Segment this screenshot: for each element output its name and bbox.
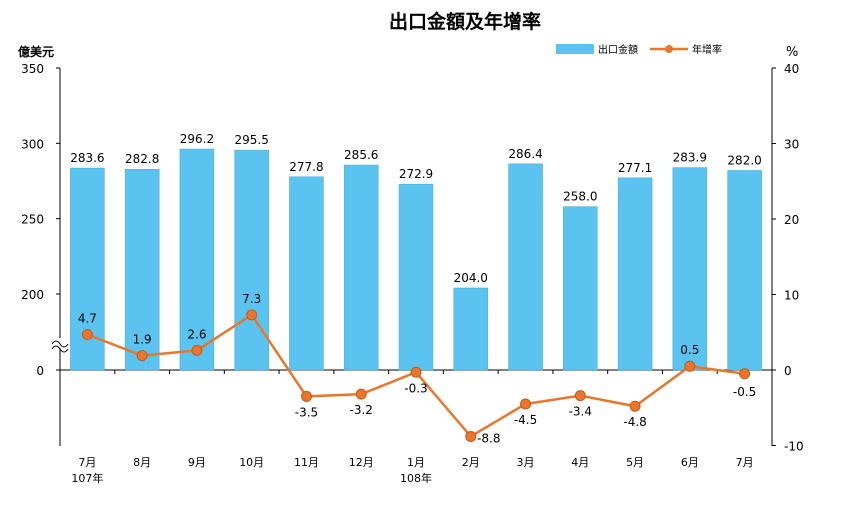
line-point xyxy=(246,309,258,321)
left-tick-label: 250 xyxy=(21,213,44,227)
left-tick-label: 300 xyxy=(21,137,44,151)
x-tick-label: 5月 xyxy=(626,456,644,469)
line-point xyxy=(520,398,532,410)
bar-value-label: 277.1 xyxy=(618,161,652,175)
line-value-label: 4.7 xyxy=(78,312,97,326)
bar xyxy=(289,176,324,371)
x-tick-label: 1月 xyxy=(407,456,425,469)
bar-value-labels: 283.6 282.8 296.2 295.5 277.8 285.6 272.9 204.0… xyxy=(70,132,762,285)
right-tick-label: 30 xyxy=(784,138,799,152)
bar-value-label: 277.8 xyxy=(289,160,323,174)
bar-value-label: 204.0 xyxy=(454,271,488,285)
line-value-label: 1.9 xyxy=(133,333,152,347)
bar xyxy=(234,149,269,371)
x-tick-label: 2月 xyxy=(462,456,480,469)
x-tick-label: 4月 xyxy=(571,456,589,469)
bar-series xyxy=(70,148,762,371)
right-tick-label: 10 xyxy=(784,289,799,303)
x-tick-label: 6月 xyxy=(681,456,699,469)
bar-value-label: 258.0 xyxy=(563,190,597,204)
line-point xyxy=(629,400,641,412)
legend-line-marker xyxy=(665,45,673,53)
legend-bar-label: 出口金額 xyxy=(598,43,638,56)
left-tick-label: 200 xyxy=(21,288,44,302)
bar xyxy=(508,163,543,371)
bar xyxy=(672,167,708,371)
line-point xyxy=(465,430,477,442)
line-point xyxy=(684,360,696,372)
x-tick-label: 11月 xyxy=(294,456,319,469)
x-tick-label: 9月 xyxy=(188,456,206,469)
line-value-label: -4.5 xyxy=(514,413,537,427)
right-tick-label: 40 xyxy=(784,62,799,76)
bar xyxy=(70,167,105,371)
bar xyxy=(727,170,762,371)
bar xyxy=(179,148,215,371)
bar xyxy=(398,183,434,371)
line-value-label: 0.5 xyxy=(680,343,699,357)
x-year-label: 107年 xyxy=(71,471,103,485)
x-tick-label: 12月 xyxy=(349,456,374,469)
x-tick-label: 10月 xyxy=(239,456,264,469)
bar-value-label: 282.0 xyxy=(727,153,761,167)
bar-value-label: 282.8 xyxy=(125,152,159,166)
legend: 出口金額 年增率 xyxy=(556,43,722,56)
x-tick-label: 7月 xyxy=(736,456,754,469)
line-point xyxy=(355,388,367,400)
line-value-label: -0.5 xyxy=(733,385,756,399)
axes: 350 300 250 200 0 40 30 20 10 0 -10 xyxy=(21,62,804,454)
x-tick-label: 8月 xyxy=(133,456,151,469)
legend-bar-swatch xyxy=(556,44,594,54)
line-value-label: -3.5 xyxy=(295,405,318,419)
line-value-label: -3.4 xyxy=(569,405,592,419)
line-point xyxy=(410,366,422,378)
line-value-label: -8.8 xyxy=(477,431,500,445)
bar-value-label: 283.9 xyxy=(673,151,707,165)
line-value-label: -4.8 xyxy=(623,415,646,429)
x-tick-label: 7月 xyxy=(78,456,96,469)
line-point xyxy=(574,390,586,402)
left-tick-label: 350 xyxy=(21,62,44,76)
bar xyxy=(124,168,160,371)
bar-value-label: 272.9 xyxy=(399,167,433,181)
bar-value-label: 295.5 xyxy=(235,133,269,147)
right-tick-label: 0 xyxy=(784,364,792,378)
x-tick-label: 3月 xyxy=(517,456,535,469)
line-point xyxy=(191,344,203,356)
line-value-label: -0.3 xyxy=(404,381,427,395)
right-tick-label: 20 xyxy=(784,213,799,227)
line-series xyxy=(81,309,751,442)
right-axis-unit: % xyxy=(786,45,798,60)
bar xyxy=(453,287,489,371)
line-value-labels: 4.7 1.9 2.6 7.3 -3.5 -3.2 -0.3 -8.8 -4.5 -3.4 -4.8… xyxy=(78,292,756,446)
bar-value-label: 296.2 xyxy=(180,132,214,146)
x-axis-labels: 7月 8月 9月 10月 11月 12月 1月 2月 3月 4月 5月 6月 7月 107年 108年 xyxy=(71,456,753,485)
line-value-label: -3.2 xyxy=(350,403,373,417)
x-year-label: 108年 xyxy=(400,471,432,485)
bar xyxy=(563,206,598,371)
right-tick-label: -10 xyxy=(784,440,804,454)
bar xyxy=(617,177,653,371)
bar-value-label: 283.6 xyxy=(70,151,104,165)
line-point xyxy=(300,390,312,402)
line-value-label: 2.6 xyxy=(187,327,206,341)
bar-value-label: 285.6 xyxy=(344,148,378,162)
chart-title: 出口金額及年增率 xyxy=(389,10,541,33)
line-value-label: 7.3 xyxy=(242,292,261,306)
bar-value-label: 286.4 xyxy=(508,147,542,161)
line-point xyxy=(739,368,751,380)
axis-break-mark xyxy=(51,338,69,353)
line-point xyxy=(81,329,93,341)
line-point xyxy=(136,350,148,362)
bar xyxy=(343,164,379,371)
legend-line-label: 年增率 xyxy=(692,43,722,56)
left-axis-unit: 億美元 xyxy=(18,44,54,59)
left-tick-label: 0 xyxy=(36,364,44,378)
